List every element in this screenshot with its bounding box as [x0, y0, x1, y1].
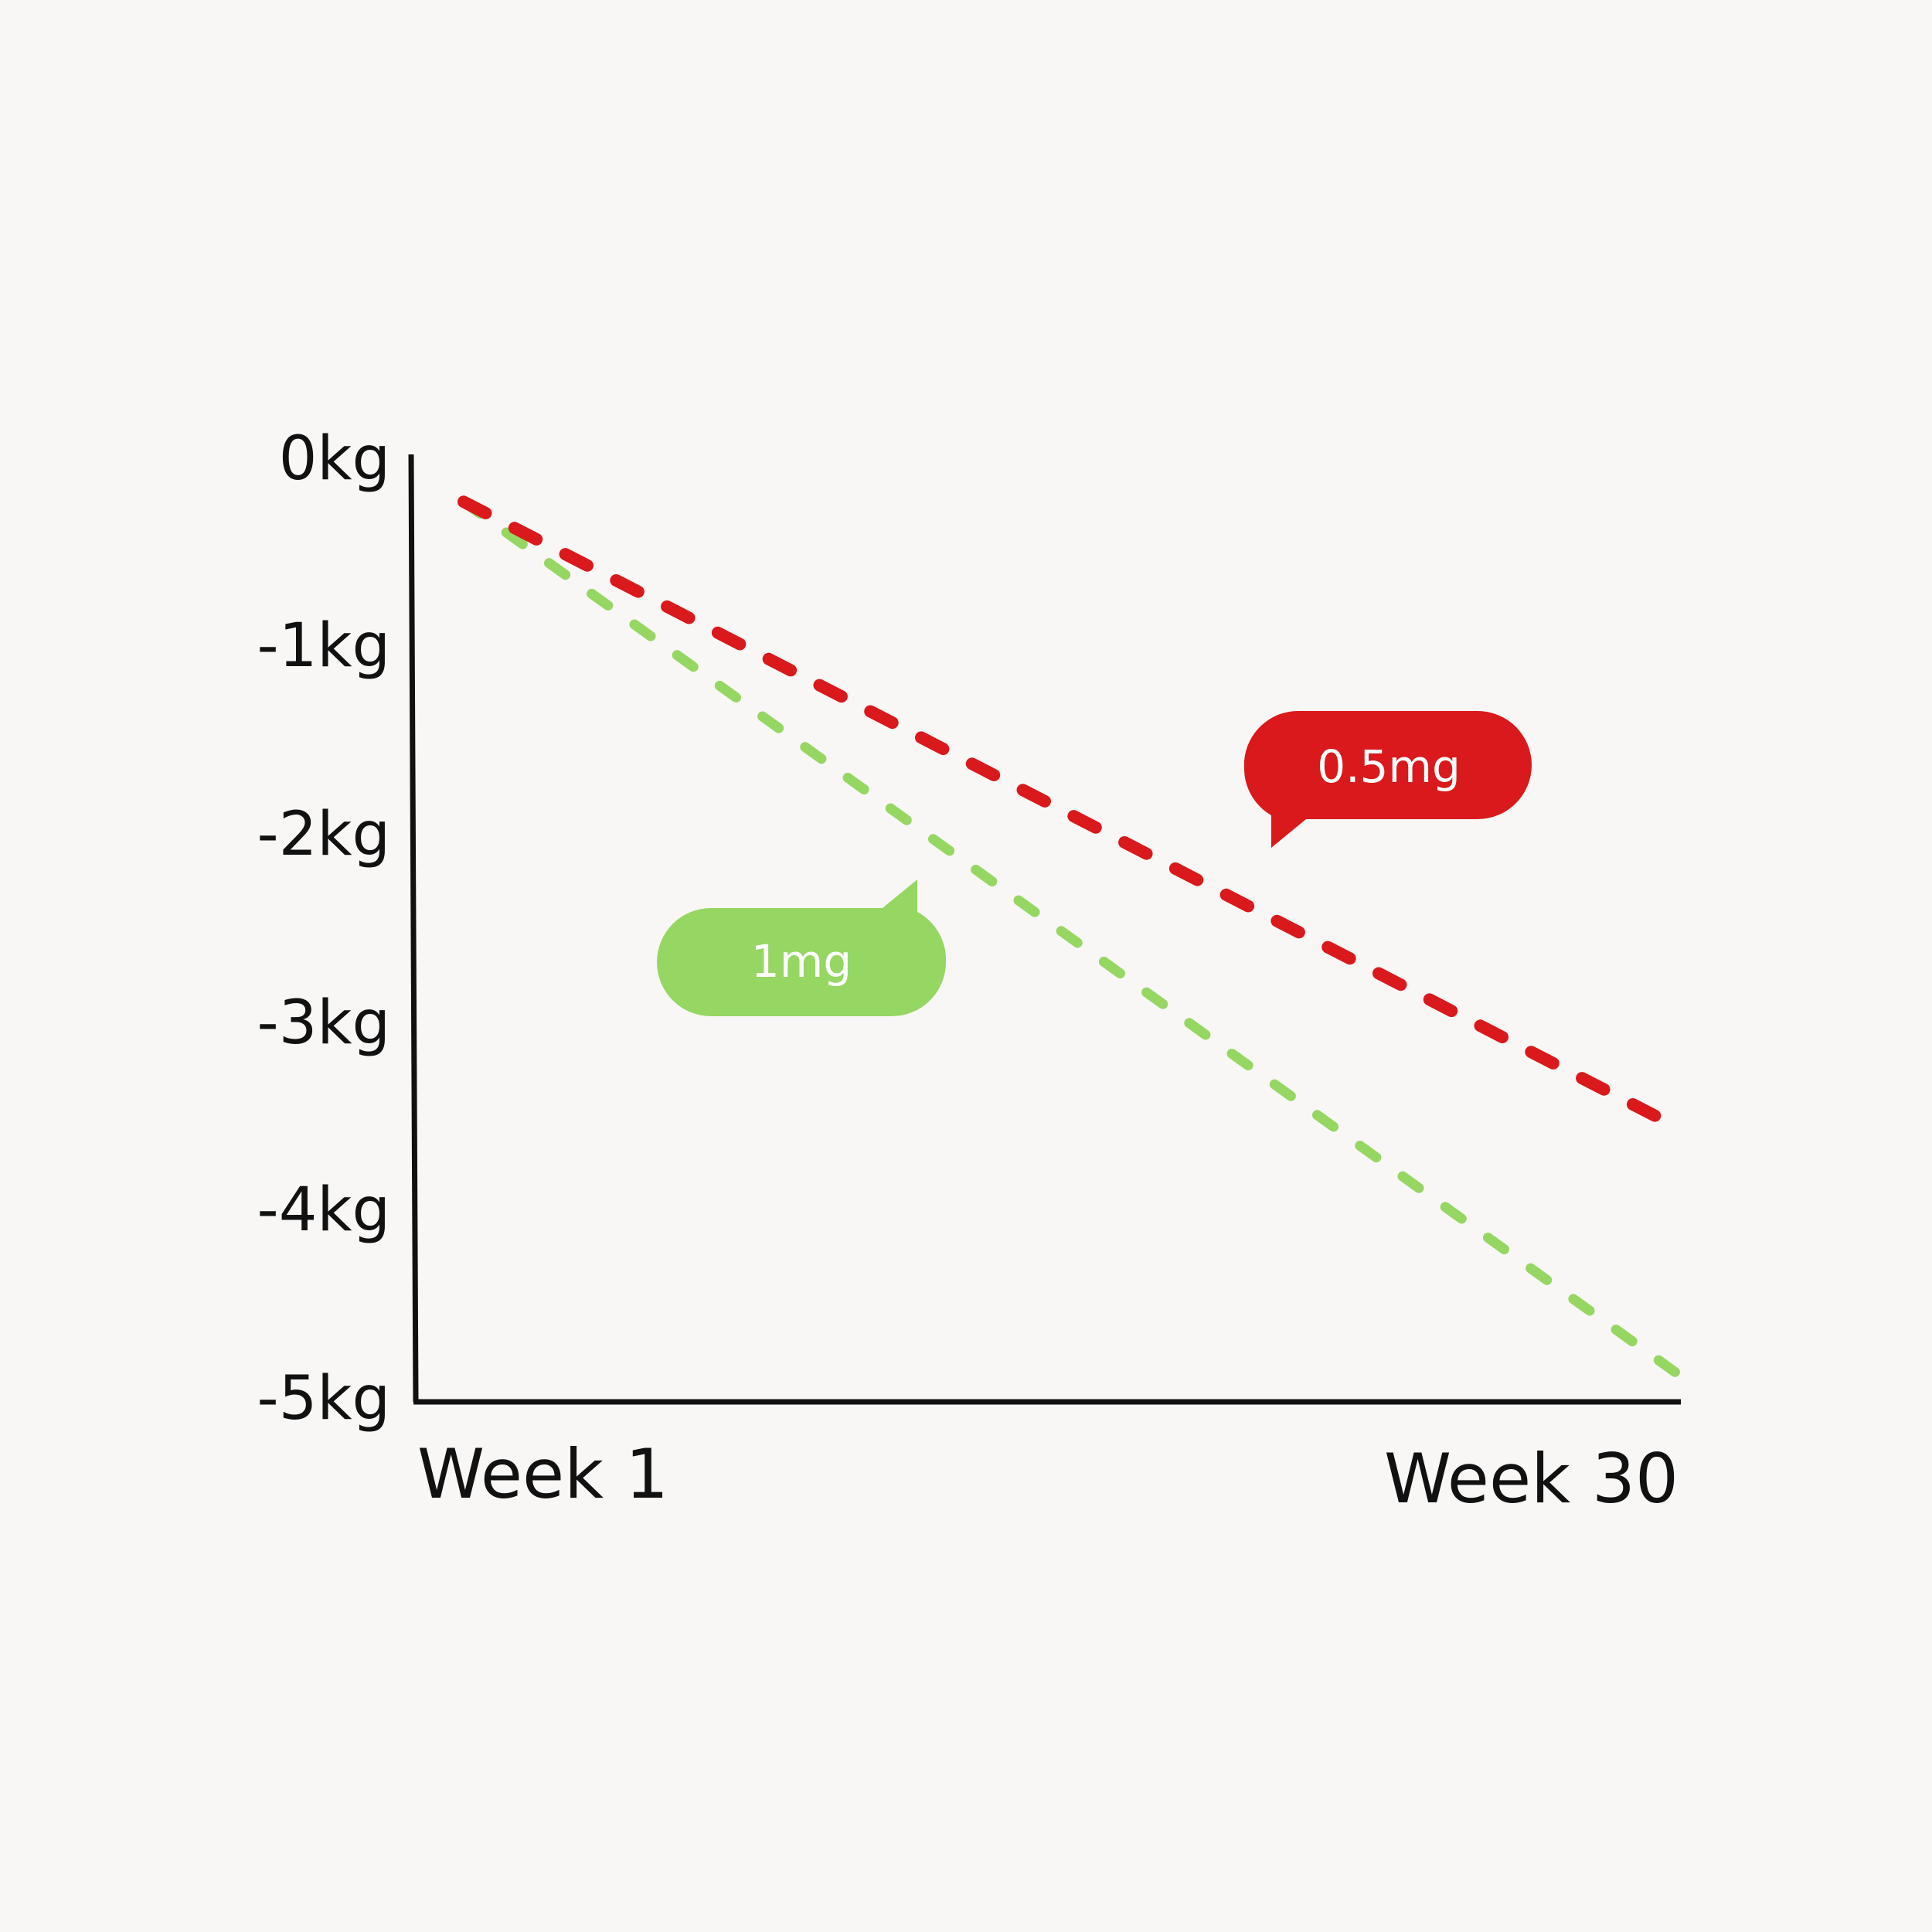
- y-tick-label: 0kg: [279, 424, 390, 494]
- y-tick-label: -5kg: [257, 1364, 390, 1434]
- y-tick-label: -2kg: [257, 800, 390, 869]
- x-tick-label: Week 1: [417, 1434, 668, 1514]
- callout-0-5mg: 0.5mg: [1243, 710, 1532, 848]
- y-tick-label: -3kg: [257, 988, 390, 1058]
- x-tick-label: Week 30: [1384, 1439, 1679, 1519]
- callout-1mg: 1mg: [657, 879, 947, 1016]
- callout-0-5mg-bubble: [1243, 710, 1532, 848]
- callout-1mg-label: 1mg: [751, 935, 852, 988]
- callout-1mg-bubble: [657, 879, 947, 1016]
- y-axis: [408, 454, 419, 1403]
- callout-0-5mg-label: 0.5mg: [1317, 740, 1461, 793]
- y-tick-label: -1kg: [257, 611, 390, 681]
- series-line-1mg: [458, 496, 1682, 1379]
- series-line-0-5mg: [457, 495, 1683, 1134]
- y-tick-label: -4kg: [257, 1175, 390, 1245]
